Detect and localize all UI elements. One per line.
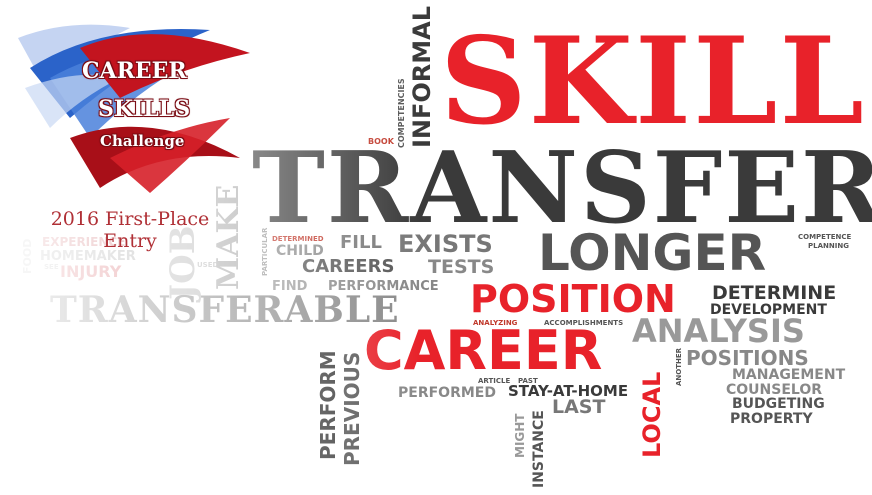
word-particular: PARTICULAR [261,227,269,276]
word-injury: INJURY [60,262,122,281]
word-competencies: COMPETENCIES [397,78,406,148]
entry-caption-line-2: Entry [103,230,157,252]
word-career: CAREER [364,319,603,382]
word-development: DEVELOPMENT [710,302,827,318]
word-perform: PERFORM [316,350,340,460]
word-article: ARTICLE [478,377,511,385]
entry-caption-line-1: 2016 First-Place [50,208,210,230]
word-determine: DETERMINE [712,282,837,304]
word-last: LAST [552,396,606,418]
word-planning: PLANNING [808,242,849,250]
word-performed: PERFORMED [398,385,496,401]
word-analysis: ANALYSIS [632,312,805,350]
word-local: LOCAL [638,371,666,458]
word-skills: SKILLS [440,11,872,152]
logo-line-challenge: Challenge [100,132,185,150]
word-position: POSITION [470,277,676,321]
word-counselor: COUNSELOR [726,382,823,398]
word-careers: CAREERS [302,256,395,277]
word-instance: INSTANCE [531,410,547,488]
word-previous: PREVIOUS [340,351,364,466]
word-see: SEE [44,263,59,271]
word-property: PROPERTY [730,411,813,427]
entry-caption: 2016 First-Place Entry [40,208,220,252]
word-positions: POSITIONS [686,346,809,370]
word-another: ANOTHER [675,347,683,386]
word-budgeting: BUDGETING [732,396,825,412]
word-food: FOOD [21,238,34,274]
word-longer: LONGER [538,224,767,282]
logo-line-skills: SKILLS [98,96,191,122]
word-transferable: TRANSFERABLE [50,289,400,331]
word-past: PAST [518,377,538,385]
word-might: MIGHT [513,413,527,458]
logo-line-career: CAREER [82,58,187,84]
word-fill: FILL [340,232,382,253]
word-accomplishments: ACCOMPLISHMENTS [544,319,624,327]
word-book: BOOK [368,137,394,146]
word-stay-at-home: STAY-AT-HOME [508,382,629,400]
word-tests: TESTS [428,256,495,278]
career-skills-challenge-logo: CAREER SKILLS Challenge [10,8,270,198]
word-analyzing: ANALYZING [473,319,518,327]
word-determined: DETERMINED [272,235,324,243]
word-competence: COMPETENCE [798,233,852,241]
word-management: MANAGEMENT [732,367,846,383]
word-child: CHILD [276,243,324,259]
swoosh-emblem-icon [18,24,250,193]
word-exists: EXISTS [398,230,493,258]
word-informal: INFORMAL [408,5,436,148]
